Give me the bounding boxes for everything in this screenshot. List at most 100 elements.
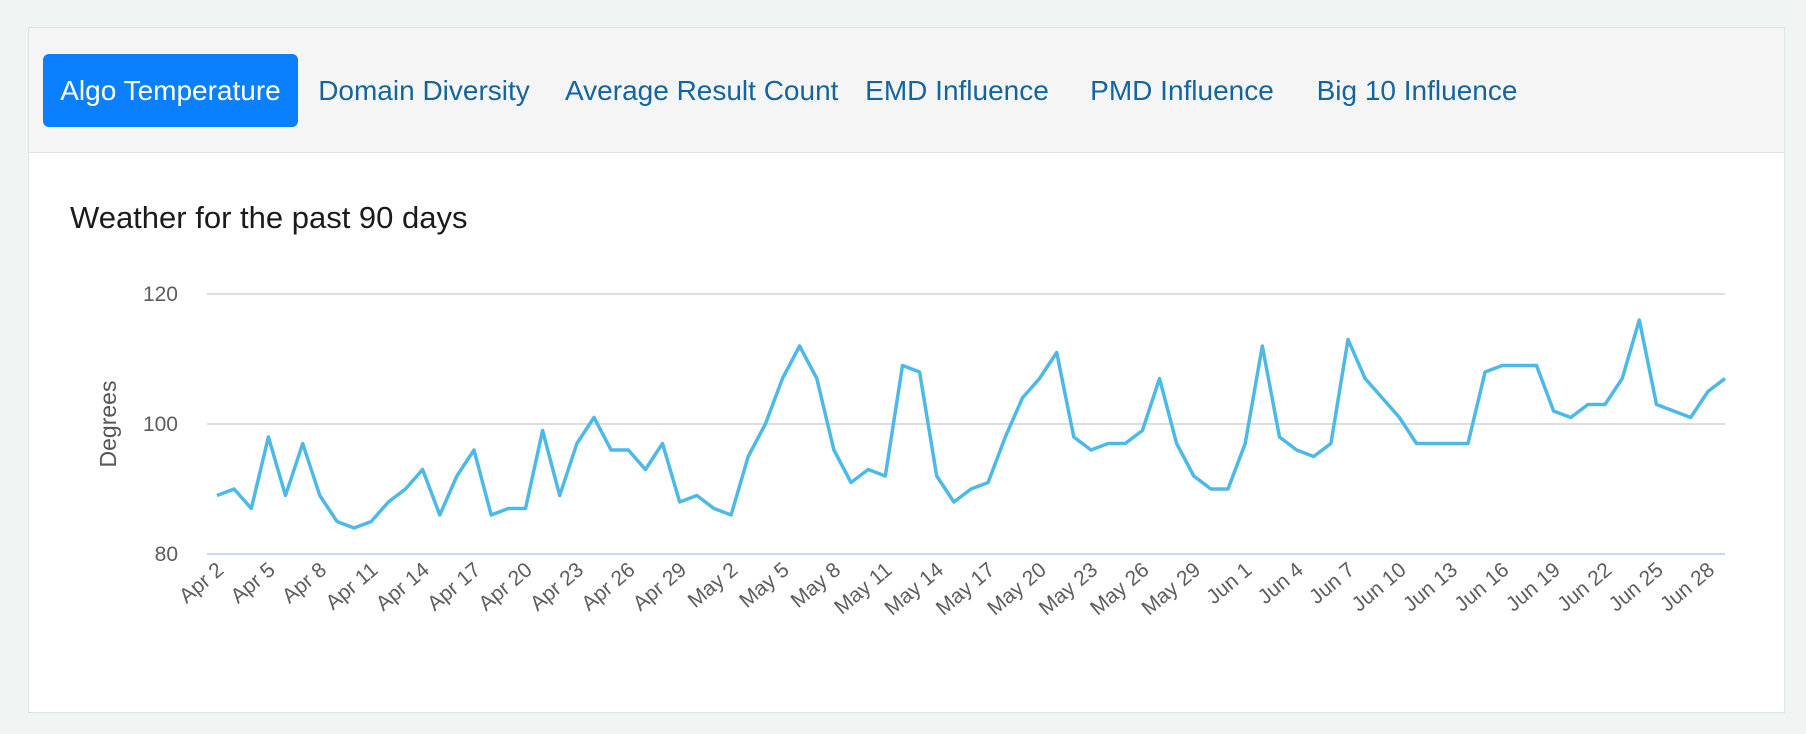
data-point[interactable] [1256, 340, 1268, 352]
data-point[interactable] [1479, 366, 1491, 378]
data-point[interactable] [280, 490, 292, 502]
data-point[interactable] [965, 483, 977, 495]
data-point[interactable] [1513, 360, 1525, 372]
data-point[interactable] [674, 496, 686, 508]
data-point[interactable] [999, 431, 1011, 443]
data-point[interactable] [982, 477, 994, 489]
data-point[interactable] [1685, 412, 1697, 424]
data-point[interactable] [639, 464, 651, 476]
data-point[interactable] [1359, 373, 1371, 385]
data-point[interactable] [468, 444, 480, 456]
tab-pmd-influence[interactable]: PMD Influence [1090, 75, 1274, 106]
data-point[interactable] [794, 340, 806, 352]
data-point[interactable] [931, 470, 943, 482]
data-point[interactable] [657, 438, 669, 450]
data-point[interactable] [914, 366, 926, 378]
data-point[interactable] [1599, 399, 1611, 411]
data-point[interactable] [1565, 412, 1577, 424]
data-point[interactable] [845, 477, 857, 489]
data-point[interactable] [1462, 438, 1474, 450]
chart-title: Weather for the past 90 days [70, 200, 468, 235]
data-point[interactable] [862, 464, 874, 476]
data-point[interactable] [1650, 399, 1662, 411]
data-point[interactable] [1119, 438, 1131, 450]
data-point[interactable] [742, 451, 754, 463]
data-point[interactable] [605, 444, 617, 456]
data-point[interactable] [245, 503, 257, 515]
data-point[interactable] [331, 516, 343, 528]
tab-emd-influence[interactable]: EMD Influence [865, 75, 1049, 106]
data-point[interactable] [777, 373, 789, 385]
data-point[interactable] [691, 490, 703, 502]
data-point[interactable] [1496, 360, 1508, 372]
data-point[interactable] [708, 503, 720, 515]
data-point[interactable] [365, 516, 377, 528]
data-point[interactable] [1016, 392, 1028, 404]
data-point[interactable] [1188, 470, 1200, 482]
data-point[interactable] [1239, 438, 1251, 450]
data-point[interactable] [537, 425, 549, 437]
data-point[interactable] [297, 438, 309, 450]
data-point[interactable] [1719, 373, 1731, 385]
data-point[interactable] [1548, 405, 1560, 417]
data-point[interactable] [1582, 399, 1594, 411]
data-point[interactable] [434, 509, 446, 521]
data-point[interactable] [1171, 438, 1183, 450]
data-point[interactable] [1034, 373, 1046, 385]
data-point[interactable] [1376, 392, 1388, 404]
x-tick-label: Jun 28 [1656, 558, 1719, 616]
data-point[interactable] [1136, 425, 1148, 437]
tab-average-result-count[interactable]: Average Result Count [565, 75, 839, 106]
data-point[interactable] [1308, 451, 1320, 463]
data-point[interactable] [1342, 334, 1354, 346]
data-point[interactable] [519, 503, 531, 515]
data-point[interactable] [262, 431, 274, 443]
data-point[interactable] [314, 490, 326, 502]
data-point[interactable] [382, 496, 394, 508]
data-point[interactable] [485, 509, 497, 521]
data-point[interactable] [1531, 360, 1543, 372]
data-point[interactable] [588, 412, 600, 424]
data-point[interactable] [571, 438, 583, 450]
data-point[interactable] [400, 483, 412, 495]
data-point[interactable] [348, 522, 360, 534]
data-point[interactable] [1154, 373, 1166, 385]
data-point[interactable] [1616, 373, 1628, 385]
data-point[interactable] [1291, 444, 1303, 456]
data-point[interactable] [1445, 438, 1457, 450]
data-point[interactable] [502, 503, 514, 515]
data-point[interactable] [1102, 438, 1114, 450]
data-point[interactable] [211, 490, 223, 502]
data-point[interactable] [451, 470, 463, 482]
x-tick-label: Jun 10 [1348, 558, 1411, 616]
data-point[interactable] [1633, 314, 1645, 326]
data-point[interactable] [948, 496, 960, 508]
x-tick-label: Apr 29 [629, 558, 691, 615]
data-point[interactable] [1702, 386, 1714, 398]
series-group [211, 314, 1731, 534]
data-point[interactable] [828, 444, 840, 456]
data-point[interactable] [725, 509, 737, 521]
data-point[interactable] [811, 373, 823, 385]
data-point[interactable] [1668, 405, 1680, 417]
data-point[interactable] [554, 490, 566, 502]
data-point[interactable] [1273, 431, 1285, 443]
data-point[interactable] [879, 470, 891, 482]
data-point[interactable] [1393, 412, 1405, 424]
data-point[interactable] [1222, 483, 1234, 495]
tab-domain-diversity[interactable]: Domain Diversity [318, 75, 530, 106]
data-point[interactable] [1085, 444, 1097, 456]
data-point[interactable] [1325, 438, 1337, 450]
data-point[interactable] [1051, 347, 1063, 359]
data-point[interactable] [622, 444, 634, 456]
data-point[interactable] [417, 464, 429, 476]
data-point[interactable] [1205, 483, 1217, 495]
data-point[interactable] [1068, 431, 1080, 443]
data-point[interactable] [1411, 438, 1423, 450]
data-point[interactable] [228, 483, 240, 495]
tab-big-10-influence[interactable]: Big 10 Influence [1316, 75, 1518, 106]
data-point[interactable] [759, 418, 771, 430]
data-point[interactable] [1428, 438, 1440, 450]
data-point[interactable] [896, 360, 908, 372]
tab-algo-temperature[interactable]: Algo Temperature [43, 54, 298, 127]
